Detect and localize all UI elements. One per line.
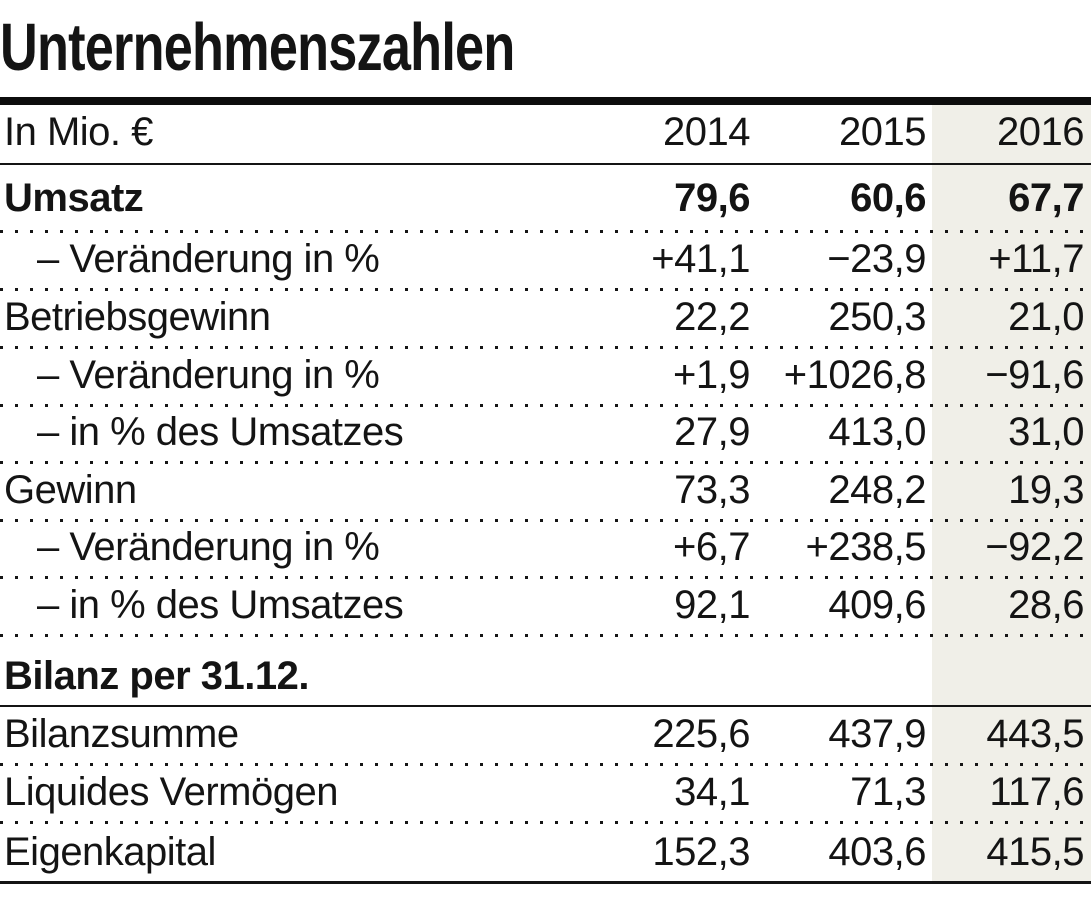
- table-row: – in % des Umsatzes 92,1 409,6 28,6: [0, 579, 1091, 634]
- unit-label: In Mio. €: [4, 110, 153, 154]
- cell-2016: 443,5: [986, 712, 1084, 756]
- cell-2015: 60,6: [850, 176, 926, 220]
- cell-2015: 403,6: [828, 830, 926, 874]
- row-label: Liquides Vermögen: [4, 770, 338, 814]
- column-header-2015: 2015: [839, 110, 926, 154]
- cell-2016: −92,2: [985, 525, 1084, 569]
- cell-2016: 67,7: [1008, 176, 1084, 220]
- cell-2015: 250,3: [828, 295, 926, 339]
- cell-2016: −91,6: [985, 353, 1084, 397]
- separator-solid: [0, 705, 1091, 707]
- table-row: – in % des Umsatzes 27,9 413,0 31,0: [0, 407, 1091, 461]
- cell-2014: +41,1: [651, 237, 750, 281]
- row-label: Bilanzsumme: [4, 712, 239, 756]
- header-rule-thick: [0, 97, 1091, 105]
- cell-2016: 415,5: [986, 830, 1084, 874]
- table-row: – Veränderung in % +6,7 +238,5 −92,2: [0, 522, 1091, 576]
- column-header-2016: 2016: [997, 110, 1084, 154]
- cell-2014: 73,3: [674, 468, 750, 512]
- cell-2015: +1026,8: [783, 353, 927, 397]
- separator-dotted: [0, 288, 1091, 291]
- table-row: – Veränderung in % +41,1 −23,9 +11,7: [0, 233, 1091, 288]
- table-row: Gewinn 73,3 248,2 19,3: [0, 464, 1091, 519]
- cell-2016: 19,3: [1008, 468, 1084, 512]
- table-row: – Veränderung in % +1,9 +1026,8 −91,6: [0, 349, 1091, 404]
- cell-2015: +238,5: [805, 525, 927, 569]
- cell-2014: 92,1: [674, 583, 750, 627]
- cell-2015: 409,6: [828, 583, 926, 627]
- cell-2016: 117,6: [989, 770, 1084, 814]
- section-label: Bilanz per 31.12.: [4, 654, 309, 698]
- row-label: Gewinn: [4, 468, 137, 512]
- table: In Mio. € 2014 2015 2016 Umsatz 79,6 60,…: [0, 105, 1091, 884]
- cell-2014: 79,6: [674, 176, 750, 220]
- separator-dotted: [0, 230, 1091, 233]
- separator-dotted: [0, 404, 1091, 407]
- cell-2015: 71,3: [850, 770, 926, 814]
- table-row: Bilanzsumme 225,6 437,9 443,5: [0, 707, 1091, 763]
- highlight-column: [932, 105, 1091, 884]
- page-title: Unternehmenszahlen: [0, 10, 515, 85]
- cell-2014: 27,9: [674, 410, 750, 454]
- row-label: Umsatz: [4, 176, 144, 220]
- cell-2015: 413,0: [828, 410, 926, 454]
- cell-2016: 28,6: [1008, 583, 1084, 627]
- cell-2014: +1,9: [673, 353, 750, 397]
- separator-dotted: [0, 821, 1091, 824]
- section-header-row: Bilanz per 31.12.: [0, 637, 1091, 705]
- separator-dotted: [0, 519, 1091, 522]
- cell-2015: 437,9: [828, 712, 926, 756]
- column-header-2014: 2014: [663, 110, 750, 154]
- cell-2015: 248,2: [828, 468, 926, 512]
- table-row: Umsatz 79,6 60,6 67,7: [0, 165, 1091, 230]
- row-label: – in % des Umsatzes: [37, 583, 404, 627]
- separator-dotted: [0, 461, 1091, 464]
- separator-dotted: [0, 763, 1091, 766]
- row-label: Eigenkapital: [4, 830, 216, 874]
- row-label: – in % des Umsatzes: [37, 410, 404, 454]
- row-label: – Veränderung in %: [37, 525, 380, 569]
- row-label: – Veränderung in %: [37, 353, 380, 397]
- row-label: – Veränderung in %: [37, 237, 380, 281]
- table-row: Liquides Vermögen 34,1 71,3 117,6: [0, 766, 1091, 821]
- cell-2014: +6,7: [673, 525, 750, 569]
- cell-2014: 22,2: [674, 295, 750, 339]
- cell-2016: 21,0: [1008, 295, 1084, 339]
- cell-2016: 31,0: [1008, 410, 1084, 454]
- cell-2014: 225,6: [652, 712, 750, 756]
- separator-dotted: [0, 634, 1091, 637]
- table-header-row: In Mio. € 2014 2015 2016: [0, 105, 1091, 163]
- table-row: Eigenkapital 152,3 403,6 415,5: [0, 824, 1091, 881]
- cell-2014: 152,3: [652, 830, 750, 874]
- cell-2015: −23,9: [827, 237, 926, 281]
- row-label: Betriebsgewinn: [4, 295, 271, 339]
- bottom-rule: [0, 881, 1091, 884]
- separator-solid: [0, 163, 1091, 165]
- cell-2016: +11,7: [988, 237, 1084, 281]
- separator-dotted: [0, 346, 1091, 349]
- cell-2014: 34,1: [674, 770, 750, 814]
- separator-dotted: [0, 576, 1091, 579]
- table-row: Betriebsgewinn 22,2 250,3 21,0: [0, 291, 1091, 346]
